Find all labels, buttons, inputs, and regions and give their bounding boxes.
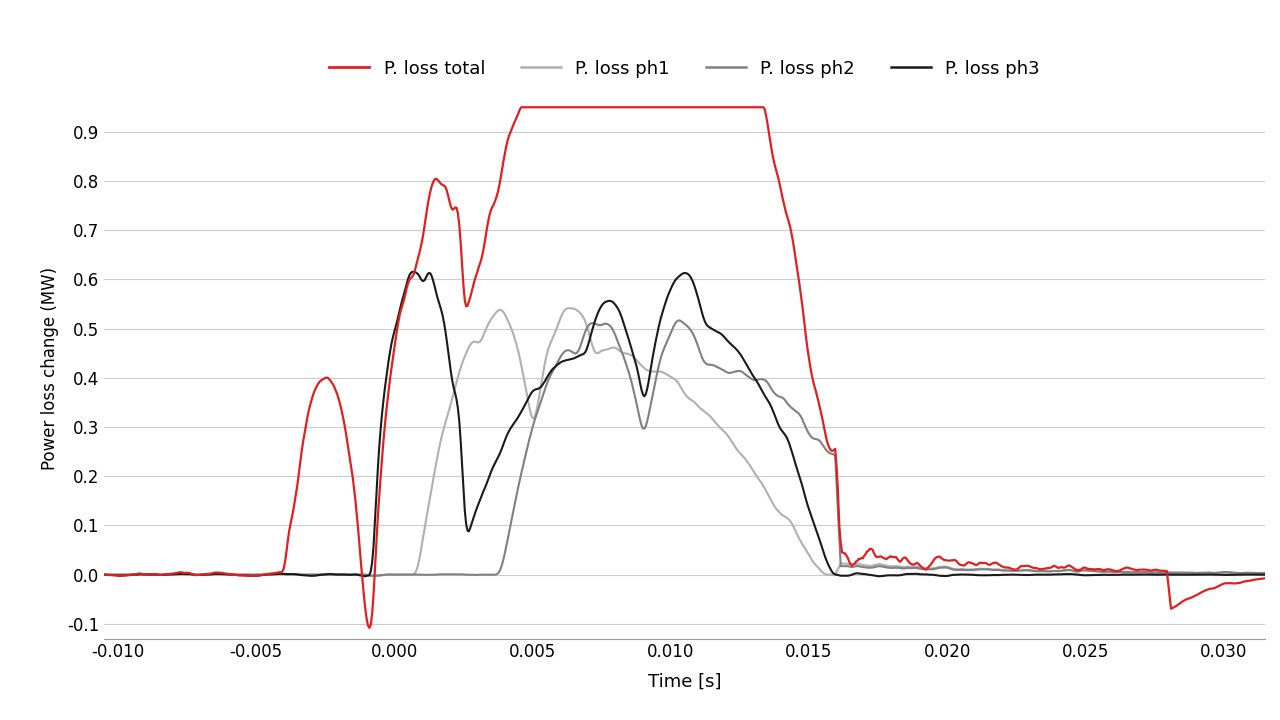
Legend: P. loss total, P. loss ph1, P. loss ph2, P. loss ph3: P. loss total, P. loss ph1, P. loss ph2,… <box>323 53 1047 85</box>
Y-axis label: Power loss change (MW): Power loss change (MW) <box>41 266 59 469</box>
X-axis label: Time [s]: Time [s] <box>648 672 721 690</box>
